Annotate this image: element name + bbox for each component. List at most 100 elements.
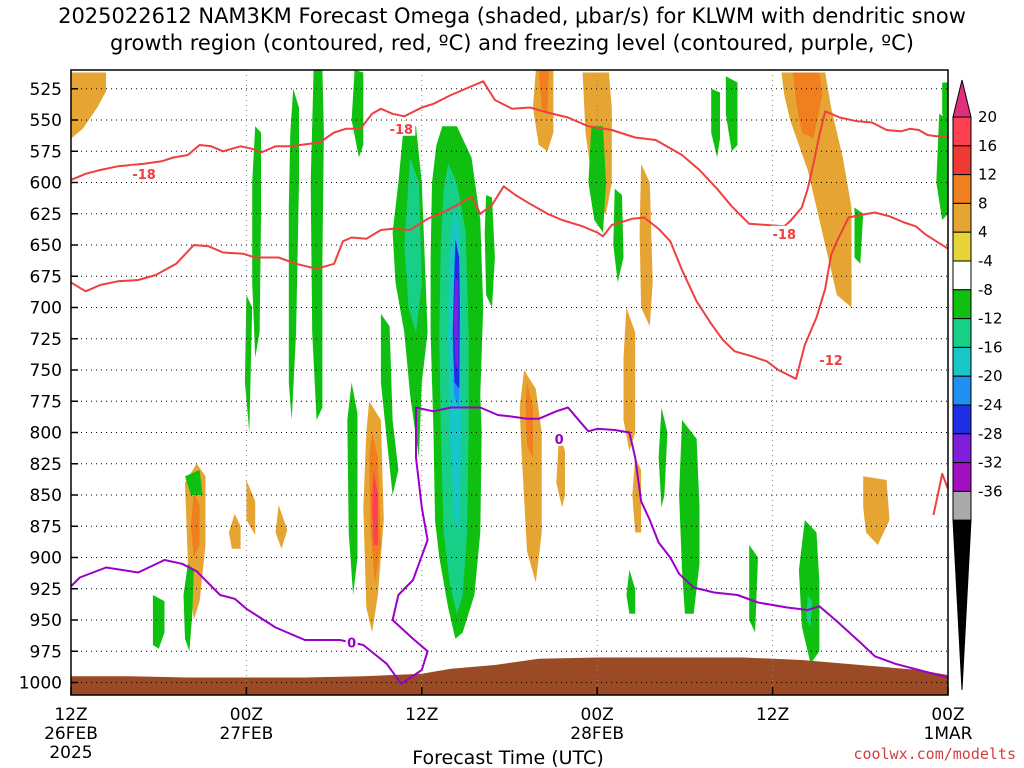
plot-frame [70,69,949,696]
y-tick-label: 675 [30,267,62,287]
colorbar: 20 16 12 8 4 -4 -8 -12 -16 -20 -24 -28 -32 -36 [952,79,1003,691]
colorbar-top-arrow [952,79,972,118]
y-tick-label: 725 [30,330,62,350]
y-tick-label: 850 [30,486,62,506]
omega-region [854,207,864,264]
colorbar-label: 12 [978,166,997,184]
y-tick-label: 975 [30,642,62,662]
omega-region [658,407,668,508]
omega-region [725,76,738,152]
omega-region [588,126,606,233]
contour-labels: -18 -18 -18 -12 0 0 [130,120,846,652]
omega-region [806,595,813,627]
y-tick-label: 875 [30,517,62,537]
omega-region [246,480,256,535]
omega-region [556,432,565,508]
contour-label-bg [345,634,358,650]
omega-region [275,505,288,549]
omega-region [793,72,823,139]
x-axis-label: Forecast Time (UTC) [412,747,603,768]
contour-lines [71,80,948,685]
omega-region [623,307,636,452]
colorbar-segment [952,375,972,406]
omega-region [380,313,399,495]
x-tick-label: 00Z [230,705,263,725]
omega-region [454,276,459,370]
contour-label-bg [553,430,566,446]
omega-region [942,82,948,145]
colorbar-label: -20 [978,367,1003,385]
contour-label: -18 [773,228,797,243]
y-tick-label: 900 [30,549,62,569]
y-tick-label: 575 [30,142,62,162]
contour-label: 0 [555,433,564,448]
colorbar-segment [952,202,972,233]
chart-title-line2: growth region (contoured, red, ºC) and f… [110,31,914,55]
colorbar-segment [952,318,972,348]
contour-label-bg [130,165,159,181]
omega-region [244,295,253,433]
omega-region [288,88,299,421]
contour-label: 0 [347,637,356,652]
colorbar-label: -16 [978,338,1003,356]
omega-region [749,545,758,633]
y-axis-ticks: 525 550 575 600 625 650 675 700 725 750 775 800 825 8… [19,80,78,694]
y-tick-label: 550 [30,111,62,131]
contour-label-bg [387,120,416,136]
omega-region [190,492,200,558]
omega-region [71,72,107,139]
y-tick-label: 950 [30,611,62,631]
chart-title-line1: 2025022612 NAM3KM Forecast Omega (shaded… [58,4,966,28]
omega-region [519,370,542,583]
contour-label-bg [770,225,799,241]
y-tick-label: 700 [30,299,62,319]
x-tick-label: 00Z [931,705,964,725]
omega-region [798,520,820,664]
x-tick-label: 12Z [405,705,438,725]
colorbar-segment [952,260,972,291]
omega-region [679,420,700,614]
colorbar-label: -12 [978,310,1003,328]
colorbar-label: 20 [978,108,997,126]
colorbar-label: -8 [978,281,993,299]
contour-line [71,80,948,228]
colorbar-label: 4 [978,223,988,241]
credit-text: coolwx.com/modelts [853,745,1016,763]
colorbar-segment [952,404,972,435]
colorbar-segment [952,462,972,492]
y-tick-label: 800 [30,424,62,444]
contour-label-bg [817,352,846,367]
omega-region [936,113,948,220]
omega-region [613,188,624,283]
terrain-fill [71,657,948,695]
omega-region [185,470,203,495]
omega-region [347,382,358,595]
colorbar-segment [952,433,972,464]
y-tick-label: 750 [30,361,62,381]
omega-region [252,126,261,358]
colorbar-segment [952,231,972,262]
omega-region [626,570,636,614]
colorbar-label: -28 [978,425,1003,443]
x-tick-label: 12Z [54,705,87,725]
x-tick-label: 1MAR [924,724,973,744]
terrain-area [71,657,948,695]
contour-line [71,185,948,380]
colorbar-label: -36 [978,482,1003,500]
colorbar-segment [952,346,972,377]
y-tick-label: 525 [30,80,62,100]
omega-region [310,70,324,420]
omega-region [484,195,495,308]
colorbar-segment [952,490,972,521]
omega-region [538,70,549,114]
omega-region [228,513,241,549]
colorbar-segment [952,289,972,320]
colorbar-label: 8 [978,194,988,212]
colorbar-bottom-arrow [952,519,972,691]
x-tick-label: 12Z [756,705,789,725]
contour-label: -12 [819,354,843,369]
x-tick-label: 27FEB [219,724,273,744]
y-tick-label: 775 [30,392,62,412]
